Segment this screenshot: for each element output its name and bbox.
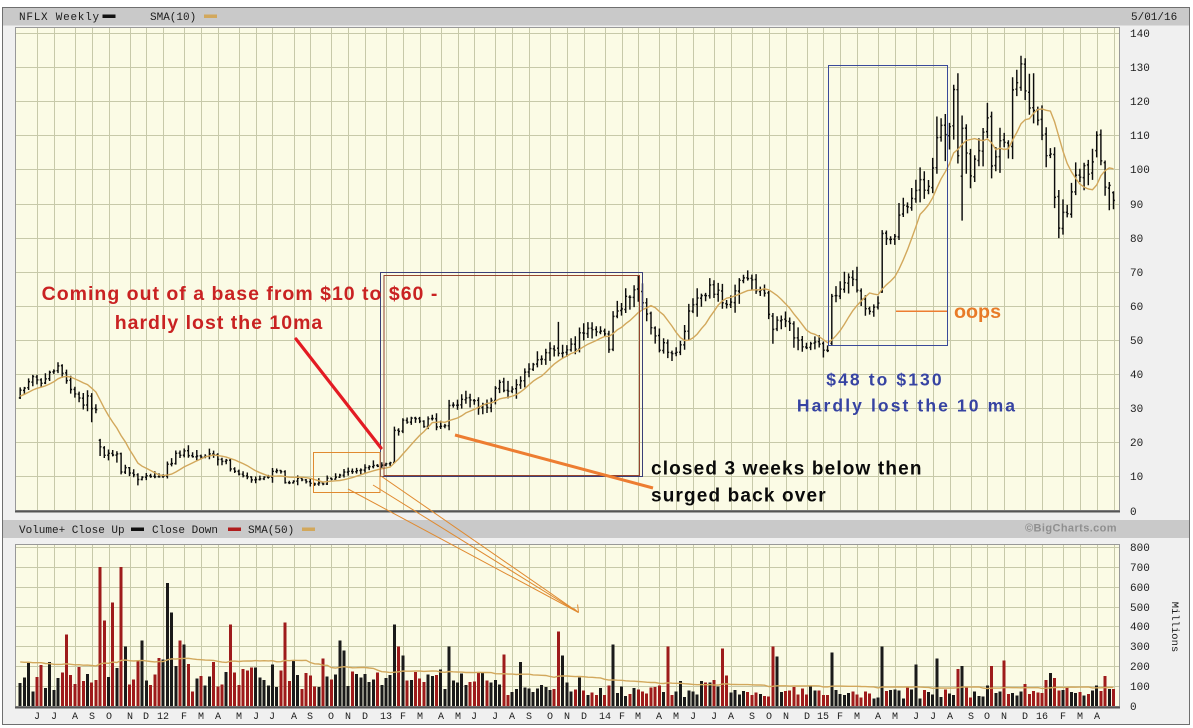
svg-text:M: M: [892, 712, 898, 723]
svg-text:O: O: [547, 712, 553, 723]
svg-text:S: S: [307, 712, 313, 723]
svg-text:12: 12: [157, 712, 169, 723]
svg-text:16: 16: [1036, 712, 1048, 723]
svg-text:D: D: [143, 712, 149, 723]
svg-text:S: S: [89, 712, 95, 723]
svg-text:N: N: [564, 712, 570, 723]
svg-text:140: 140: [1130, 29, 1150, 41]
svg-text:0: 0: [1130, 507, 1137, 519]
svg-text:700: 700: [1130, 563, 1150, 575]
svg-text:Hardly lost the 10 ma: Hardly lost the 10 ma: [797, 396, 1017, 416]
svg-text:10: 10: [1130, 472, 1143, 484]
svg-text:$48 to $130: $48 to $130: [826, 370, 943, 390]
svg-text:J: J: [913, 712, 919, 723]
svg-text:15: 15: [817, 712, 829, 723]
svg-text:A: A: [947, 712, 953, 723]
svg-text:J: J: [492, 712, 498, 723]
svg-text:F: F: [1060, 712, 1066, 723]
svg-text:O: O: [106, 712, 112, 723]
svg-text:A: A: [509, 712, 515, 723]
svg-text:100: 100: [1130, 165, 1150, 177]
svg-text:M: M: [417, 712, 423, 723]
svg-text:F: F: [400, 712, 406, 723]
svg-text:F: F: [837, 712, 843, 723]
svg-text:200: 200: [1130, 662, 1150, 674]
svg-text:0: 0: [1130, 702, 1137, 714]
svg-text:F: F: [181, 712, 187, 723]
svg-text:Millions: Millions: [1168, 602, 1180, 652]
svg-text:J: J: [269, 712, 275, 723]
svg-text:60: 60: [1130, 302, 1143, 314]
svg-text:N: N: [127, 712, 133, 723]
svg-text:600: 600: [1130, 583, 1150, 595]
svg-text:30: 30: [1130, 404, 1143, 416]
svg-text:D: D: [804, 712, 810, 723]
svg-text:N: N: [1001, 712, 1007, 723]
svg-text:Close Down: Close Down: [152, 525, 218, 537]
svg-text:M: M: [635, 712, 641, 723]
svg-text:N: N: [345, 712, 351, 723]
svg-text:N: N: [783, 712, 789, 723]
svg-text:120: 120: [1130, 97, 1150, 109]
svg-text:SMA(50): SMA(50): [248, 525, 294, 537]
svg-text:J: J: [253, 712, 259, 723]
svg-text:M: M: [673, 712, 679, 723]
svg-text:Volume+ Close Up: Volume+ Close Up: [19, 525, 125, 537]
svg-text:A: A: [438, 712, 444, 723]
svg-text:surged back over: surged back over: [651, 486, 827, 507]
svg-text:80: 80: [1130, 234, 1143, 246]
svg-text:A: A: [656, 712, 662, 723]
svg-text:M: M: [198, 712, 204, 723]
svg-text:A: A: [291, 712, 297, 723]
svg-text:J: J: [471, 712, 477, 723]
svg-text:J: J: [711, 712, 717, 723]
svg-text:A: A: [215, 712, 221, 723]
svg-text:M: M: [236, 712, 242, 723]
svg-text:D: D: [362, 712, 368, 723]
svg-text:40: 40: [1130, 370, 1143, 382]
svg-text:D: D: [1022, 712, 1028, 723]
svg-text:M: M: [455, 712, 461, 723]
svg-text:J: J: [690, 712, 696, 723]
svg-text:50: 50: [1130, 336, 1143, 348]
svg-text:A: A: [1094, 712, 1100, 723]
svg-text:O: O: [328, 712, 334, 723]
svg-text:NFLX Weekly: NFLX Weekly: [19, 12, 100, 24]
svg-text:SMA(10): SMA(10): [150, 12, 196, 24]
svg-text:©BigCharts.com: ©BigCharts.com: [1025, 523, 1117, 535]
svg-text:130: 130: [1130, 63, 1150, 75]
svg-text:A: A: [72, 712, 78, 723]
svg-text:S: S: [526, 712, 532, 723]
svg-text:A: A: [728, 712, 734, 723]
svg-text:closed 3 weeks below then: closed 3 weeks below then: [651, 459, 923, 480]
svg-text:J: J: [930, 712, 936, 723]
svg-text:O: O: [766, 712, 772, 723]
svg-text:F: F: [619, 712, 625, 723]
svg-text:A: A: [875, 712, 881, 723]
svg-text:90: 90: [1130, 200, 1143, 212]
svg-text:Coming out of a base from $10: Coming out of a base from $10 to $60 -: [42, 283, 439, 305]
svg-text:S: S: [968, 712, 974, 723]
svg-text:500: 500: [1130, 603, 1150, 615]
svg-text:O: O: [984, 712, 990, 723]
svg-text:hardly lost the 10ma: hardly lost the 10ma: [115, 312, 324, 334]
svg-text:M: M: [1077, 712, 1083, 723]
svg-text:S: S: [749, 712, 755, 723]
svg-text:J: J: [34, 712, 40, 723]
svg-text:800: 800: [1130, 543, 1150, 555]
svg-text:14: 14: [599, 712, 611, 723]
svg-text:5/01/16: 5/01/16: [1131, 12, 1177, 24]
svg-text:D: D: [581, 712, 587, 723]
svg-text:110: 110: [1130, 131, 1150, 143]
svg-text:13: 13: [380, 712, 392, 723]
svg-text:100: 100: [1130, 682, 1150, 694]
svg-text:400: 400: [1130, 622, 1150, 634]
svg-text:M: M: [854, 712, 860, 723]
svg-text:oops: oops: [954, 301, 1001, 323]
svg-text:J: J: [51, 712, 57, 723]
svg-text:70: 70: [1130, 268, 1143, 280]
svg-text:300: 300: [1130, 642, 1150, 654]
svg-text:20: 20: [1130, 438, 1143, 450]
